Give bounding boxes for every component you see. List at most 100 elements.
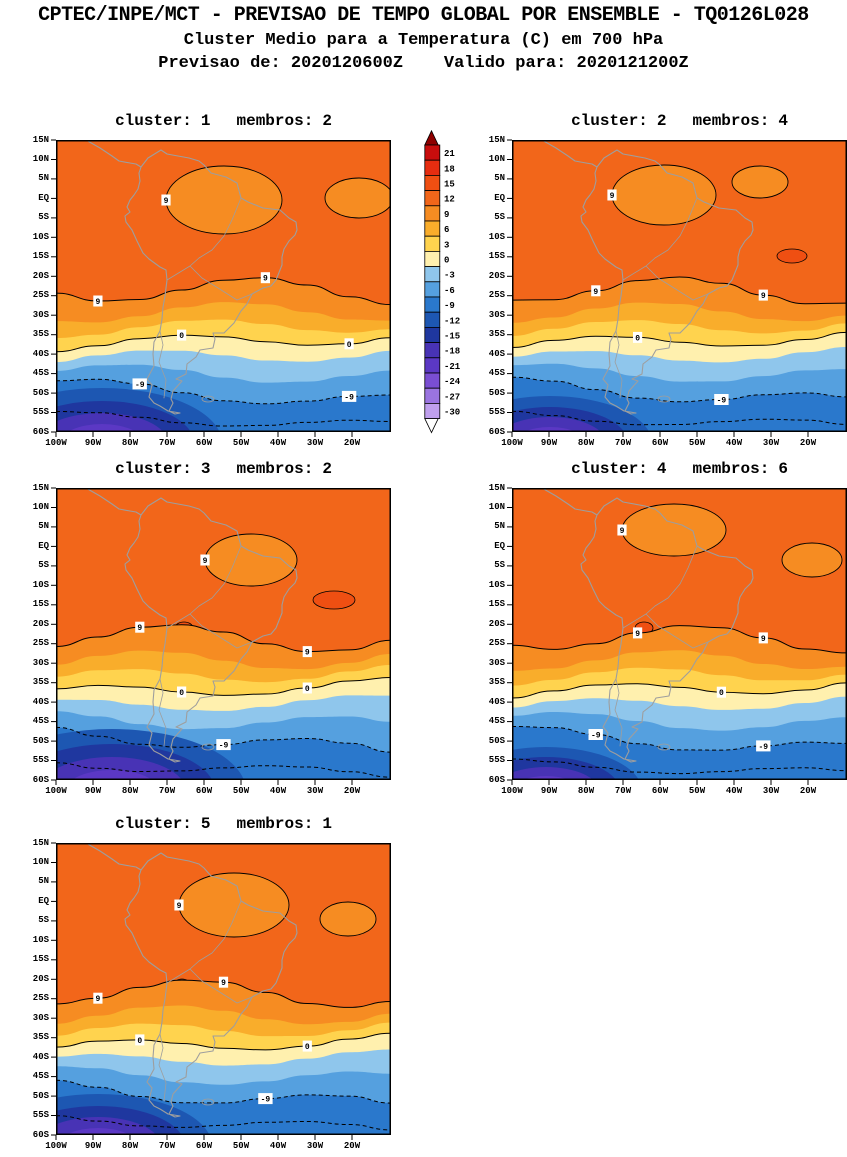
lat-tick-label: 15S xyxy=(488,251,505,262)
lon-tick-label: 40W xyxy=(269,438,287,448)
membros-number: 6 xyxy=(778,460,788,478)
svg-text:-9: -9 xyxy=(135,381,145,390)
contour-label: 9 xyxy=(93,992,103,1004)
axis-ticks xyxy=(507,139,809,437)
lat-tick-label: 15N xyxy=(32,837,49,848)
lat-tick-label: EQ xyxy=(38,192,49,203)
contour-label: -9 xyxy=(588,729,603,741)
contour-line-minus-18 xyxy=(512,758,847,775)
cold-pool--21 xyxy=(71,770,153,780)
warm-region-6-9 xyxy=(324,177,391,219)
membros-label: membros: xyxy=(236,112,314,130)
contour-line-0 xyxy=(512,331,847,348)
lat-tick-label: 50S xyxy=(32,735,49,746)
lat-tick-label: 30S xyxy=(32,309,49,320)
lon-tick-label: 20W xyxy=(799,786,817,796)
lat-tick-label: 50S xyxy=(488,387,505,398)
map-frame xyxy=(512,140,847,432)
lat-tick-label: 15S xyxy=(32,251,49,262)
contour-label: -9 xyxy=(341,390,357,402)
contour-label: -9 xyxy=(756,740,771,752)
lat-tick-label: 45S xyxy=(488,716,505,727)
chart-title: CPTEC/INPE/MCT - PREVISAO DE TEMPO GLOBA… xyxy=(38,4,809,27)
lon-tick-label: 100W xyxy=(501,786,523,796)
field-layers: 9 9 0 0 -9 9 xyxy=(56,488,391,780)
country-borders xyxy=(614,197,709,399)
falkland-islands xyxy=(657,395,671,403)
lon-tick-label: 80W xyxy=(577,786,595,796)
lon-tick-label: 40W xyxy=(269,1141,287,1151)
colorbar-value: -27 xyxy=(444,392,460,402)
svg-text:-9: -9 xyxy=(344,393,354,402)
field-layers: 9 9 0 -9 9 xyxy=(512,140,847,432)
lat-tick-label: 10S xyxy=(32,934,49,945)
chart-subtitle: Cluster Medio para a Temperatura (C) em … xyxy=(183,31,664,50)
map-frame xyxy=(56,140,391,432)
colorbar-box xyxy=(424,357,441,374)
lat-tick-label: 45S xyxy=(488,368,505,379)
lon-tick-label: 60W xyxy=(651,438,669,448)
svg-text:0: 0 xyxy=(635,334,640,343)
contour-label: 9 xyxy=(758,289,768,301)
contour-label: -9 xyxy=(132,378,147,390)
cluster-label: cluster: xyxy=(571,460,648,478)
svg-text:-9: -9 xyxy=(717,397,727,406)
warm-region-6-9 xyxy=(731,165,789,199)
temperature-map: 9 9 0 0 -9 9 xyxy=(51,487,391,785)
svg-text:0: 0 xyxy=(137,1037,142,1046)
lat-tick-label: 20S xyxy=(32,270,49,281)
svg-text:0: 0 xyxy=(305,685,310,694)
lat-tick-label: 40S xyxy=(32,1051,49,1062)
lat-tick-label: 35S xyxy=(488,329,505,340)
lat-tick-label: 15N xyxy=(32,482,49,493)
lon-tick-label: 60W xyxy=(195,786,213,796)
lat-tick-label: 30S xyxy=(32,657,49,668)
svg-text:-9: -9 xyxy=(219,742,229,751)
contour-line-minus-18 xyxy=(56,762,391,778)
panel-title: cluster: 2 membros: 4 xyxy=(512,112,847,130)
colorbar-value: -30 xyxy=(444,408,460,418)
contour-label: 9 xyxy=(93,295,103,307)
colorbar-value: -3 xyxy=(444,271,455,281)
hot-spot-12-15 xyxy=(776,248,808,264)
longitude-axis: 100W 90W 80W 70W 60W 50W 40W 30W 20W xyxy=(45,432,391,450)
lon-tick-label: 90W xyxy=(84,1141,102,1151)
panel-title: cluster: 4 membros: 6 xyxy=(512,460,847,478)
svg-text:9: 9 xyxy=(137,624,142,633)
contour-label: 9 xyxy=(174,899,184,911)
cluster-number: 3 xyxy=(200,460,211,478)
cluster-panel-1: cluster: 1 membros: 2 15N 10N 5N EQ 5S 10S 15S 20S… xyxy=(16,112,408,452)
axis-ticks xyxy=(51,139,353,437)
contour-label: 0 xyxy=(302,1040,312,1052)
colorbar-box xyxy=(424,235,441,252)
contour-line-minus-9 xyxy=(56,1079,391,1104)
cluster-number: 5 xyxy=(200,815,211,833)
latitude-axis: 15N 10N 5N EQ 5S 10S 15S 20S 25S 30S 35S 40S 45S 50S 5… xyxy=(16,135,56,436)
contour-label: 0 xyxy=(177,686,187,698)
lat-tick-label: 5S xyxy=(494,212,505,223)
svg-text:9: 9 xyxy=(177,902,182,911)
contour-label: 0 xyxy=(633,331,643,343)
lat-tick-label: 40S xyxy=(32,696,49,707)
colorbar-value: 0 xyxy=(444,256,449,266)
map-frame xyxy=(512,488,847,780)
longitude-axis: 100W 90W 80W 70W 60W 50W 40W 30W 20W xyxy=(501,432,847,450)
lat-tick-label: 10N xyxy=(32,501,49,512)
colorbar-box xyxy=(424,311,441,328)
svg-text:9: 9 xyxy=(620,527,625,536)
lat-tick-label: EQ xyxy=(494,192,505,203)
colorbar-box xyxy=(424,342,441,359)
lon-tick-label: 100W xyxy=(501,438,523,448)
contour-label: 0 xyxy=(135,1034,145,1046)
cold-pool--21 xyxy=(67,424,137,432)
cluster-number: 2 xyxy=(656,112,667,130)
cluster-label: cluster: xyxy=(571,112,648,130)
colorbar-value: 6 xyxy=(444,225,449,235)
svg-text:-9: -9 xyxy=(758,743,768,752)
map-wrap: 15N 10N 5N EQ 5S 10S 15S 20S 25S 30S 35S 40S 45S 50S 5… xyxy=(16,483,408,800)
contour-label: 9 xyxy=(633,627,643,639)
lon-tick-label: 80W xyxy=(577,438,595,448)
cluster-label: cluster: xyxy=(115,112,192,130)
